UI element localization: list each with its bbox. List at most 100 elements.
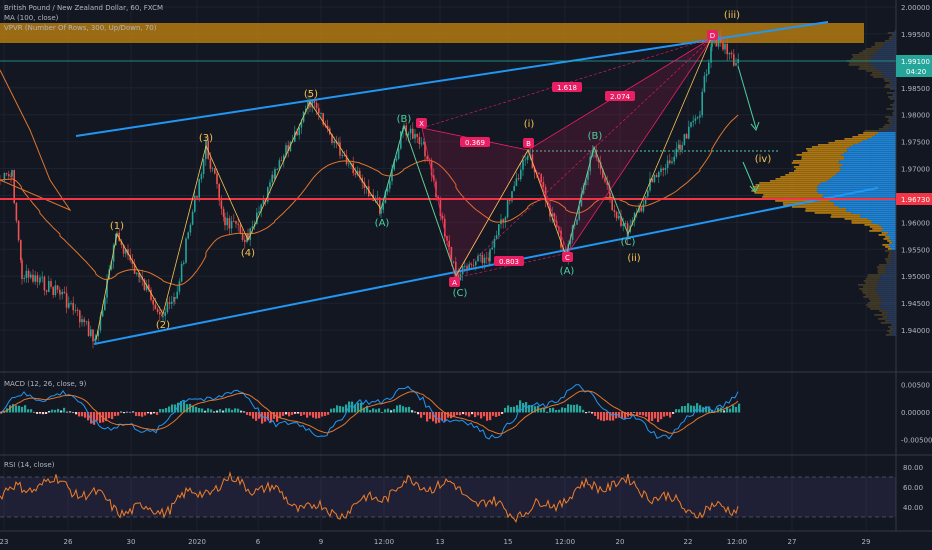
- macd-bar: [219, 409, 222, 413]
- macd-bar: [138, 412, 141, 417]
- candle-body: [475, 261, 477, 266]
- candle-body: [120, 240, 123, 245]
- macd-bar: [285, 412, 288, 415]
- time-tick: 27: [788, 538, 797, 546]
- candle-body: [477, 255, 479, 262]
- candle-body: [11, 170, 13, 177]
- time-axis[interactable]: 23 26 30 2020 6 9 12:00 13 15 12:00 20 22 12:00 27 29: [0, 538, 870, 546]
- macd-bar: [66, 411, 69, 413]
- wave-label-iv: (iv): [755, 154, 772, 165]
- vpvr-up-bar: [829, 178, 896, 180]
- macd-bar: [486, 412, 489, 421]
- macd-bar: [468, 412, 471, 417]
- macd-bar: [75, 412, 78, 415]
- vpvr-down-bar: [783, 204, 834, 206]
- time-tick: 13: [436, 538, 445, 546]
- rsi-legend[interactable]: RSI (14, close): [4, 460, 54, 470]
- ratio-badge-xad: [605, 91, 635, 101]
- candle-body: [112, 245, 115, 262]
- candle-body: [341, 155, 343, 156]
- macd-bar: [426, 412, 429, 422]
- vpvr-up-bar: [844, 156, 896, 158]
- price-tick: 1.99500: [901, 31, 930, 39]
- macd-bar: [129, 411, 132, 413]
- candle-body: [191, 211, 194, 225]
- macd-pane[interactable]: [0, 384, 741, 440]
- macd-bar: [258, 412, 261, 419]
- vpvr-down-bar: [754, 192, 819, 194]
- macd-signal-line: [0, 390, 739, 435]
- symbol-title[interactable]: British Pound / New Zealand Dollar, 60, …: [4, 4, 164, 12]
- candle-body: [61, 291, 63, 295]
- macd-bar: [369, 409, 372, 413]
- vpvr-down-bar: [889, 82, 893, 84]
- macd-bar: [585, 412, 588, 414]
- candle-body: [685, 134, 688, 139]
- candle-body: [728, 52, 731, 55]
- vpvr-down-bar: [887, 330, 892, 332]
- vpvr-up-bar: [851, 212, 896, 214]
- wave-label-1: (1): [110, 221, 124, 232]
- candle-body: [370, 194, 372, 197]
- support-price-badge: [896, 193, 932, 205]
- vpvr-up-bar: [862, 140, 896, 142]
- candle-body: [495, 235, 498, 239]
- candle-body: [622, 224, 624, 226]
- vpvr-up-bar: [846, 210, 896, 212]
- candle-body: [571, 225, 574, 241]
- harmonic-pattern[interactable]: [421, 37, 713, 280]
- ma-legend[interactable]: MA (100, close): [4, 14, 59, 22]
- vpvr-down-bar: [878, 234, 887, 236]
- macd-bar: [378, 408, 381, 413]
- vpvr-down-bar: [793, 166, 840, 168]
- candle-body: [260, 204, 262, 212]
- price-tick: 1.97000: [901, 166, 930, 174]
- candle-body: [653, 175, 656, 182]
- vpvr-down-bar: [870, 308, 882, 310]
- vpvr-down-bar: [884, 80, 890, 82]
- candle-body: [207, 140, 209, 159]
- candle-body: [339, 142, 341, 156]
- macd-bar: [462, 412, 465, 415]
- vpvr-down-bar: [889, 98, 893, 100]
- candle-body: [309, 100, 311, 108]
- rsi-pane[interactable]: [0, 470, 896, 524]
- candle-body: [694, 118, 697, 121]
- candle-body: [416, 133, 418, 137]
- vpvr-down-bar: [889, 332, 893, 334]
- vpvr-down-bar: [889, 88, 893, 90]
- macd-bar: [642, 412, 645, 416]
- vpvr-up-bar: [871, 54, 896, 56]
- macd-bar: [222, 410, 225, 413]
- macd-bar: [654, 412, 657, 419]
- vpvr-up-bar: [888, 126, 896, 128]
- time-tick: 12:00: [555, 538, 575, 546]
- macd-bar: [603, 412, 606, 422]
- macd-bar: [423, 412, 426, 415]
- macd-legend[interactable]: MACD (12, 26, close, 9): [4, 379, 86, 389]
- vpvr-up-bar: [858, 142, 896, 144]
- channel-upper-line[interactable]: [75, 21, 829, 137]
- candle-body: [247, 234, 249, 240]
- vpvr-up-bar: [890, 262, 896, 264]
- vpvr-up-bar: [871, 220, 896, 222]
- channel-lower-line[interactable]: [93, 187, 879, 345]
- candle-body: [8, 174, 10, 177]
- candle-body: [133, 263, 136, 274]
- vpvr-legend[interactable]: VPVR (Number Of Rows, 300, Up/Down, 70): [4, 24, 157, 32]
- macd-bar: [333, 408, 336, 413]
- vpvr-up-bar: [891, 240, 896, 242]
- candle-body: [283, 155, 285, 161]
- vpvr-down-bar: [863, 286, 878, 288]
- vpvr-up-bar: [870, 62, 896, 64]
- vpvr-up-bar: [882, 228, 896, 230]
- vpvr-up-bar: [839, 166, 896, 168]
- macd-bar: [354, 404, 357, 413]
- vpvr-up-bar: [869, 64, 896, 66]
- vpvr-down-bar: [892, 112, 894, 114]
- candle-body: [5, 173, 8, 175]
- candle-body: [298, 127, 300, 136]
- vpvr-down-bar: [877, 272, 887, 274]
- macd-bar: [270, 412, 273, 423]
